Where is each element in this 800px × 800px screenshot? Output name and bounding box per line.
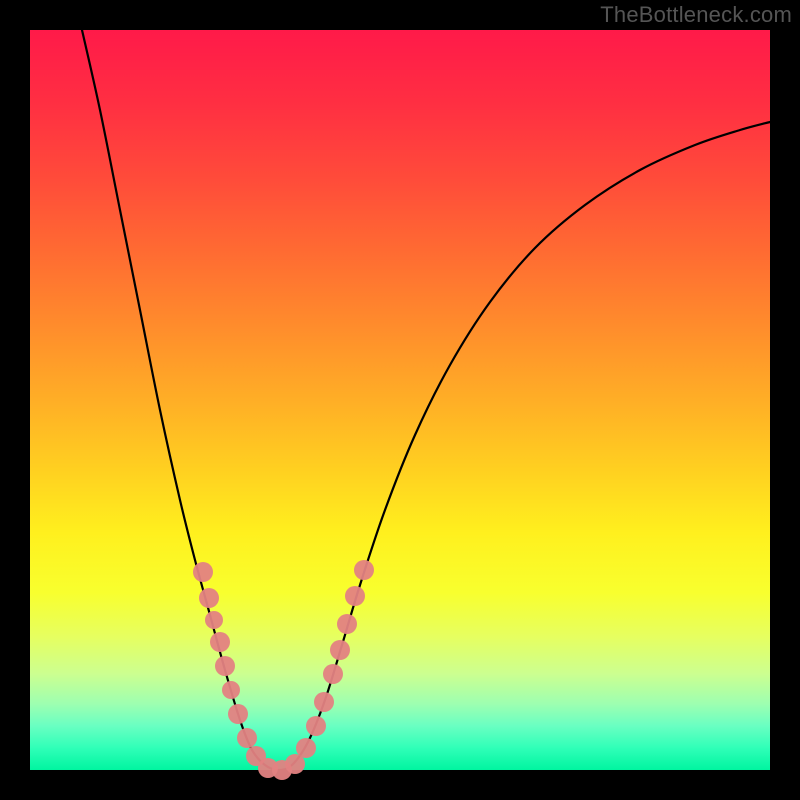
data-dot (330, 640, 350, 660)
data-dot (228, 704, 248, 724)
data-dot (354, 560, 374, 580)
data-dot (193, 562, 213, 582)
data-dot (199, 588, 219, 608)
data-dot (237, 728, 257, 748)
data-dot (205, 611, 223, 629)
data-dot (296, 738, 316, 758)
data-dot (215, 656, 235, 676)
plot-svg (0, 0, 800, 800)
watermark-text: TheBottleneck.com (600, 2, 792, 28)
data-dot (210, 632, 230, 652)
chart-frame: TheBottleneck.com (0, 0, 800, 800)
data-dot (337, 614, 357, 634)
data-dot (323, 664, 343, 684)
data-dot (314, 692, 334, 712)
data-dot (306, 716, 326, 736)
data-dot (345, 586, 365, 606)
gradient-background (30, 30, 770, 770)
data-dot (222, 681, 240, 699)
